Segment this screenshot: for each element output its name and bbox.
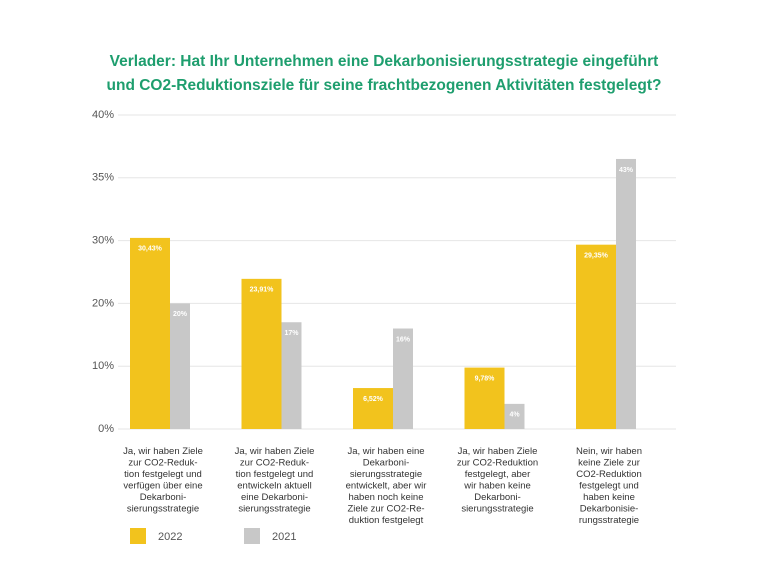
y-tick-label: 20% — [92, 297, 114, 309]
legend-label: 2021 — [272, 531, 296, 543]
value-label: 4% — [509, 412, 520, 419]
value-label: 17% — [284, 330, 299, 337]
value-label: 20% — [173, 311, 188, 318]
bar — [353, 388, 393, 429]
value-label: 6,52% — [363, 396, 384, 403]
value-label: 43% — [619, 167, 634, 174]
bar — [170, 303, 190, 429]
bar — [281, 322, 302, 429]
legend-swatch — [130, 528, 146, 544]
value-label: 16% — [396, 336, 411, 343]
bar — [504, 403, 525, 429]
legend-label: 2022 — [158, 531, 182, 543]
value-label: 9,78% — [475, 375, 496, 382]
value-label: 30,43% — [138, 246, 163, 253]
y-tick-label: 40% — [92, 109, 114, 121]
x-tick-label: Nein, wir haben keine Ziele zur CO2-Redukt… — [576, 446, 642, 526]
bar — [393, 328, 413, 429]
y-tick-label: 10% — [92, 360, 114, 372]
x-tick-label: Ja, wir haben Ziele zur CO2-Reduk-tion fe… — [123, 446, 203, 515]
value-label: 29,35% — [584, 253, 609, 260]
y-tick-label: 0% — [98, 423, 114, 435]
bar — [241, 278, 282, 429]
legend-swatch — [244, 528, 260, 544]
bar — [616, 158, 636, 429]
y-tick-label: 35% — [92, 172, 114, 184]
x-tick-label: Ja, wir haben eine Dekarboni-sierungsstra… — [346, 446, 427, 526]
bar — [464, 367, 505, 429]
bar — [576, 244, 616, 429]
bar — [130, 237, 170, 429]
value-label: 23,91% — [250, 287, 275, 294]
chart-title: Verlader: Hat Ihr Unternehmen eine Dekar… — [107, 53, 662, 94]
x-tick-label: Ja, wir haben Ziele zur CO2-Reduk-tion fe… — [235, 446, 315, 515]
y-tick-label: 30% — [92, 235, 114, 247]
x-tick-label: Ja, wir haben Ziele zur CO2-Reduktion fest… — [457, 446, 538, 515]
